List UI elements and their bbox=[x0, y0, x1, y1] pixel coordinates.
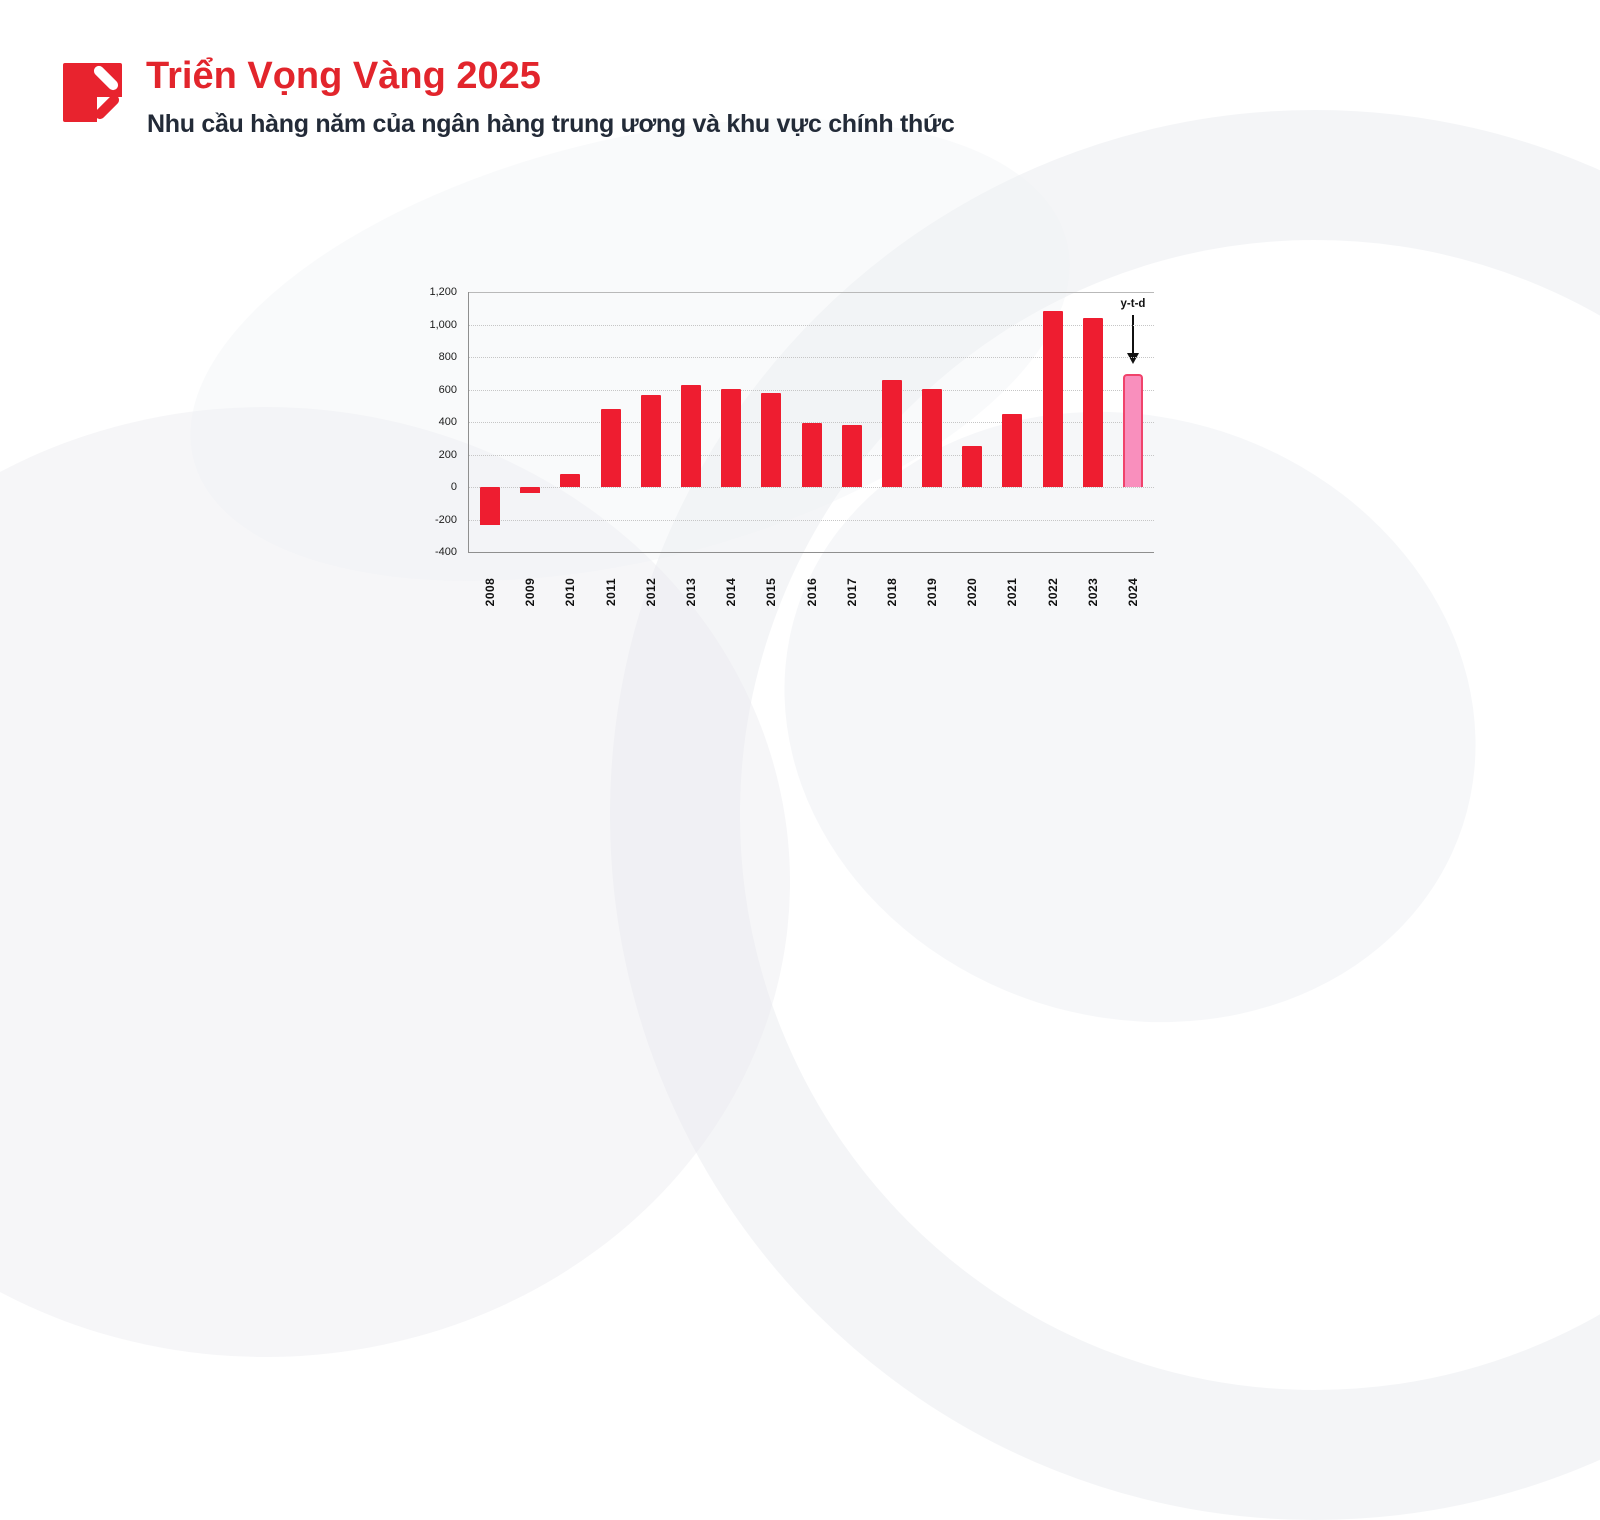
x-axis-tick-label-2013: 2013 bbox=[683, 577, 698, 607]
gridline-1000 bbox=[469, 324, 1154, 326]
page-title: Triển Vọng Vàng 2025 bbox=[146, 55, 541, 97]
bar-2016 bbox=[801, 422, 822, 487]
gridline-0 bbox=[469, 487, 1154, 488]
x-axis-tick-label-2014: 2014 bbox=[724, 577, 739, 607]
y-axis-tick-label: 200 bbox=[438, 448, 457, 461]
bar-2011 bbox=[600, 408, 621, 487]
bar-2010 bbox=[560, 474, 581, 487]
x-axis-tick-label-2024: 2024 bbox=[1126, 577, 1140, 607]
gridline-800 bbox=[469, 357, 1154, 358]
gridline-600 bbox=[469, 389, 1154, 391]
y-axis-tick-label: 400 bbox=[438, 416, 457, 428]
bar-2018 bbox=[881, 380, 902, 487]
bar-2012 bbox=[640, 394, 661, 487]
bar-2017 bbox=[841, 425, 862, 487]
bar-2020 bbox=[962, 445, 983, 487]
y-axis-tick-label: 0 bbox=[450, 481, 457, 493]
bar-2023 bbox=[1082, 318, 1103, 487]
bar-2008 bbox=[480, 487, 500, 526]
bar-2013 bbox=[680, 384, 701, 487]
bar-2015 bbox=[761, 392, 782, 487]
bar-2009 bbox=[520, 487, 541, 493]
chart-plot-area: y-t-d 1,200 1,000 800 600 400 200 0 -200 -400 200… bbox=[429, 286, 1154, 606]
x-axis-tick-label-2021: 2021 bbox=[1005, 577, 1020, 607]
down-arrow-icon bbox=[1132, 315, 1134, 353]
y-axis-tick-label: 1,200 bbox=[429, 286, 457, 298]
x-axis-tick-label-2019: 2019 bbox=[925, 577, 940, 607]
down-arrow-head-icon bbox=[1127, 353, 1139, 364]
gridline-1200 bbox=[469, 292, 1154, 293]
x-axis-tick-label-2016: 2016 bbox=[804, 577, 819, 607]
bar-2022 bbox=[1042, 311, 1063, 487]
gridline-400 bbox=[469, 422, 1154, 423]
y-axis-tick-label: 600 bbox=[438, 383, 457, 396]
page-subtitle: Nhu cầu hàng năm của ngân hàng trung ươn… bbox=[147, 110, 955, 138]
x-axis-tick-label-2011: 2011 bbox=[603, 577, 618, 607]
y-axis-tick-label: -400 bbox=[434, 546, 457, 558]
x-axis-tick-label-2010: 2010 bbox=[563, 577, 578, 607]
x-axis-tick-label-2008: 2008 bbox=[483, 577, 497, 607]
bar-2024 bbox=[1123, 374, 1143, 487]
brand-logo bbox=[63, 63, 122, 122]
x-axis-tick-label-2012: 2012 bbox=[643, 577, 658, 607]
x-axis-tick-label-2015: 2015 bbox=[764, 577, 779, 607]
x-axis-tick-label-2017: 2017 bbox=[844, 577, 859, 607]
x-axis-tick-label-2020: 2020 bbox=[965, 577, 980, 607]
y-axis-tick-label: 1,000 bbox=[429, 318, 457, 331]
ytd-label: y-t-d bbox=[1120, 298, 1146, 310]
x-axis-tick-label-2018: 2018 bbox=[884, 577, 899, 607]
y-axis-tick-label: 800 bbox=[438, 351, 457, 363]
y-axis-tick-label: -200 bbox=[434, 513, 457, 526]
bar-2021 bbox=[1002, 413, 1023, 487]
x-axis-tick-label-2009: 2009 bbox=[523, 577, 538, 607]
bar-2019 bbox=[922, 388, 943, 487]
bar-2014 bbox=[721, 389, 742, 487]
gridline--200 bbox=[469, 519, 1154, 521]
x-axis-tick-label-2023: 2023 bbox=[1085, 577, 1100, 607]
x-axis-tick-label-2022: 2022 bbox=[1045, 577, 1060, 607]
logo-diagonal-stroke-icon bbox=[91, 63, 121, 93]
